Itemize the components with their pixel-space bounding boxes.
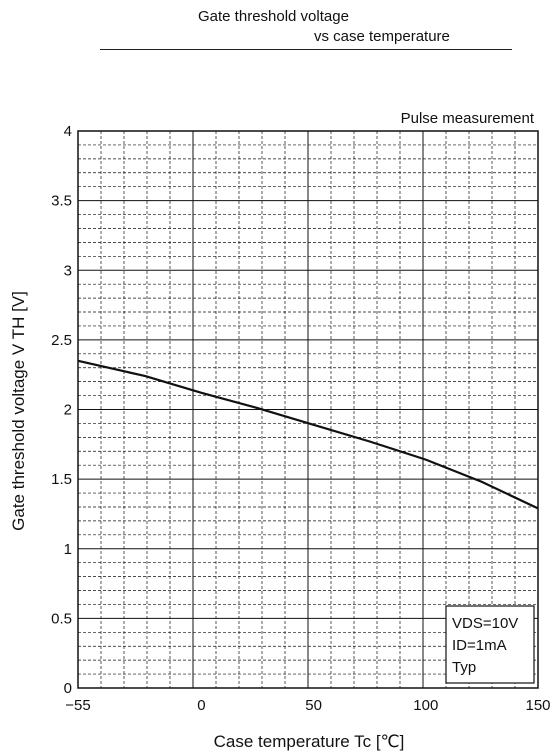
- y-tick-label: 3.5: [51, 193, 72, 210]
- y-axis-label: Gate threshold voltage V TH [V]: [9, 291, 28, 531]
- tick-labels: 00.511.522.533.54−55 0 50 100 150: [51, 123, 550, 714]
- condition-typ: Typ: [452, 659, 476, 676]
- y-tick-label: 1: [64, 541, 72, 558]
- x-axis-label: Case temperature Tc [℃]: [214, 732, 405, 751]
- grid: [78, 131, 538, 688]
- y-tick-label: 3: [64, 262, 72, 279]
- x-tick-label: 50: [305, 697, 322, 714]
- condition-id: ID=1mA: [452, 637, 507, 654]
- y-tick-label: 4: [64, 123, 72, 140]
- chart-subtitle: vs case temperature: [314, 28, 450, 45]
- chart-title-line1: Gate threshold voltage: [198, 8, 349, 25]
- x-tick-label: 150: [525, 697, 550, 714]
- y-tick-label: 2.5: [51, 332, 72, 349]
- chart-title: Gate threshold voltage vs case temperatu…: [130, 6, 460, 46]
- title-underline: [100, 49, 512, 50]
- pulse-measurement-note: Pulse measurement: [401, 110, 535, 127]
- vth-curve: [77, 359, 539, 510]
- conditions-box: VDS=10V ID=1mA Typ: [445, 605, 535, 684]
- x-tick-label: 100: [413, 697, 438, 714]
- x-tick-label: −55: [65, 697, 90, 714]
- y-tick-label: 0: [64, 680, 72, 697]
- conditions-box-frame: [445, 605, 535, 684]
- y-tick-label: 1.5: [51, 471, 72, 488]
- x-tick-label: 0: [197, 697, 205, 714]
- plot-frame: [77, 130, 539, 689]
- y-tick-label: 0.5: [51, 610, 72, 627]
- y-tick-label: 2: [64, 402, 72, 419]
- condition-vds: VDS=10V: [452, 615, 518, 632]
